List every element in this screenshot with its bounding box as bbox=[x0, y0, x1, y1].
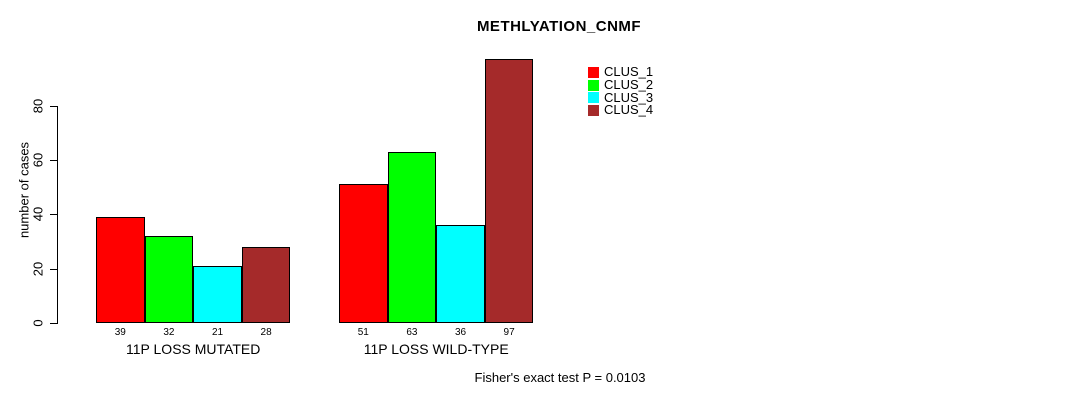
bar-value-label: 39 bbox=[114, 327, 126, 338]
y-tick-label: 0 bbox=[30, 319, 46, 327]
chart-title: METHLYATION_CNMF bbox=[476, 18, 642, 35]
legend-entry-label: CLUS_2 bbox=[604, 77, 654, 93]
bar bbox=[144, 236, 194, 323]
legend-entry: CLUS_1 bbox=[588, 64, 654, 80]
legend-swatch-icon bbox=[588, 66, 599, 78]
y-axis-tick bbox=[50, 268, 57, 270]
bar bbox=[193, 265, 242, 323]
legend-entry-label: CLUS_4 bbox=[604, 102, 654, 118]
legend-swatch-icon bbox=[588, 104, 599, 116]
category-label: 11P LOSS MUTATED bbox=[126, 341, 261, 357]
legend-swatch-icon bbox=[588, 92, 599, 104]
bar bbox=[387, 151, 437, 323]
bar-value-label: 36 bbox=[454, 327, 467, 338]
bar bbox=[436, 225, 485, 323]
legend-entry: CLUS_4 bbox=[588, 102, 654, 118]
legend-entry-label: CLUS_1 bbox=[604, 64, 654, 80]
y-tick-label: 40 bbox=[30, 207, 46, 222]
bar bbox=[339, 184, 388, 323]
bar-value-label: 51 bbox=[357, 327, 369, 338]
category-label: 11P LOSS WILD-TYPE bbox=[363, 341, 509, 357]
y-tick-label: 60 bbox=[30, 152, 46, 168]
bar bbox=[241, 246, 291, 323]
legend: CLUS_1 CLUS_2 CLUS_3 CLUS_4 bbox=[588, 64, 654, 118]
legend-swatch-icon bbox=[588, 79, 599, 91]
bar-value-label: 32 bbox=[163, 327, 175, 338]
bar bbox=[96, 216, 145, 323]
legend-entry: CLUS_2 bbox=[588, 77, 654, 93]
y-axis-tick bbox=[50, 105, 57, 107]
y-tick-label: 80 bbox=[30, 98, 46, 113]
bar-value-label: 21 bbox=[211, 327, 224, 338]
stat-annotation: Fisher's exact test P = 0.0103 bbox=[474, 370, 646, 385]
y-axis-tick bbox=[50, 214, 57, 216]
y-axis-tick bbox=[50, 159, 57, 161]
legend-entry-label: CLUS_3 bbox=[604, 89, 654, 105]
bar bbox=[484, 59, 534, 323]
y-axis-line bbox=[57, 105, 58, 324]
y-tick-label: 20 bbox=[30, 261, 46, 276]
bar-value-label: 28 bbox=[260, 327, 272, 338]
legend-entry: CLUS_3 bbox=[588, 91, 653, 104]
bar-value-label: 97 bbox=[503, 327, 515, 338]
bar-value-label: 63 bbox=[406, 327, 418, 338]
y-axis-label: number of cases bbox=[16, 141, 32, 239]
y-axis-tick bbox=[50, 323, 57, 324]
